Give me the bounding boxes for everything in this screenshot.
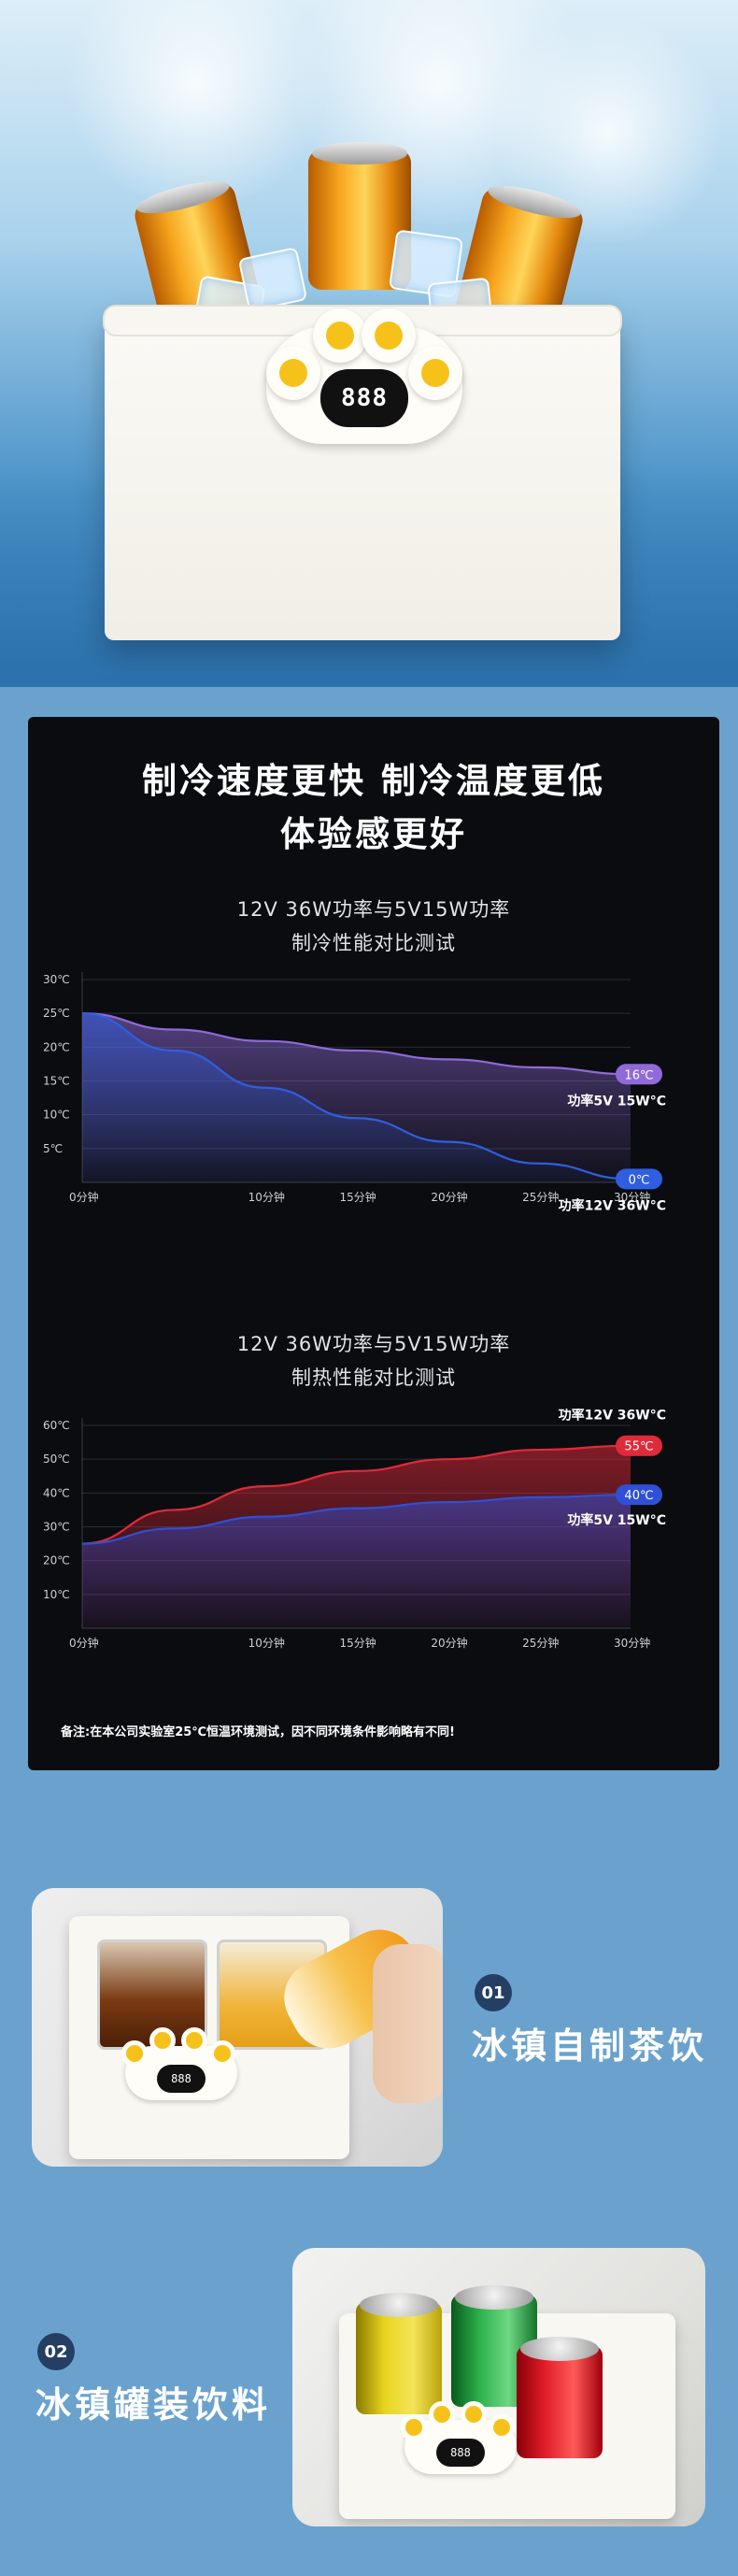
chart-title: 12V 36W功率与5V15W功率	[236, 898, 511, 921]
ice-cube	[237, 246, 308, 313]
paw-button[interactable]	[408, 346, 462, 400]
series-name: 功率5V 15W°C	[567, 1512, 666, 1528]
series-end-badge	[616, 1064, 662, 1085]
x-tick-label: 30分钟	[614, 1636, 650, 1650]
feature-photo-tea: 888	[32, 1888, 443, 2167]
paw-button[interactable]	[266, 346, 320, 400]
x-tick-label: 15分钟	[340, 1636, 376, 1650]
series-end-value: 16℃	[624, 1068, 653, 1082]
series-area	[82, 1495, 631, 1628]
y-tick-label: 10℃	[43, 1588, 70, 1601]
feature-label: 冰镇自制茶饮	[472, 2025, 708, 2067]
x-tick-label: 25分钟	[522, 1190, 559, 1204]
cooling-chart: 5℃ 10℃ 15℃ 20℃ 25℃ 30℃ 0分钟 10分钟 15分钟 20分钟 25分钟 30分钟…	[43, 972, 666, 1213]
drink-can	[517, 2337, 603, 2458]
y-tick-label: 15℃	[43, 1075, 70, 1088]
series-line	[81, 1494, 632, 1545]
series-end-value: 40℃	[624, 1489, 653, 1503]
x-tick-label: 20分钟	[431, 1636, 467, 1650]
x-tick-label: 10分钟	[248, 1190, 285, 1204]
chart-title: 12V 36W功率与5V15W功率	[236, 1333, 511, 1355]
chart-subtitle: 制冷性能对比测试	[291, 932, 456, 954]
series-end-value: 55℃	[624, 1440, 653, 1454]
y-tick-label: 25℃	[43, 1007, 70, 1020]
y-tick-label: 30℃	[43, 1521, 70, 1534]
y-tick-label: 60℃	[43, 1419, 70, 1432]
chart-subtitle: 制热性能对比测试	[291, 1367, 456, 1389]
y-tick-label: 5℃	[43, 1142, 63, 1155]
x-tick-label: 15分钟	[340, 1190, 376, 1204]
feature-photo-cans: 888	[292, 2248, 705, 2526]
paw-control-panel: 888	[266, 308, 462, 444]
feature-number-badge: 02	[37, 2333, 75, 2370]
y-tick-label: 10℃	[43, 1109, 70, 1122]
x-tick-label: 0分钟	[69, 1636, 99, 1650]
series-end-value: 0℃	[629, 1173, 650, 1187]
x-tick-label: 10分钟	[248, 1636, 285, 1650]
panel-headline: 体验感更好	[280, 814, 467, 854]
heating-chart: 10℃ 20℃ 30℃ 40℃ 50℃ 60℃ 0分钟 10分钟 15分钟 20分钟 25分钟 30分…	[43, 1409, 666, 1650]
y-tick-label: 50℃	[43, 1453, 70, 1466]
paw-button[interactable]	[362, 308, 416, 363]
hero-product-image: 888	[0, 0, 738, 687]
series-area	[82, 1013, 631, 1182]
series-end-badge	[616, 1484, 662, 1506]
feature-number-badge: 01	[475, 1974, 512, 2011]
paw-control-panel: 888	[121, 2027, 237, 2100]
x-tick-label: 25分钟	[522, 1636, 559, 1650]
y-tick-label: 20℃	[43, 1040, 70, 1053]
comparison-panel: 制冷速度更快 制冷温度更低 体验感更好 12V 36W功率与5V15W功率 制冷…	[28, 717, 719, 1770]
series-end-badge	[616, 1435, 662, 1456]
temperature-display: 888	[436, 2439, 485, 2467]
series-line	[81, 1012, 632, 1076]
series-name: 功率12V 36W°C	[559, 1197, 666, 1213]
series-name: 功率5V 15W°C	[567, 1093, 666, 1109]
hand	[373, 1944, 443, 2103]
series-line	[81, 1444, 632, 1545]
panel-headline: 制冷速度更快 制冷温度更低	[142, 761, 605, 801]
paw-control-panel: 888	[401, 2401, 517, 2474]
drink-can	[356, 2293, 442, 2414]
y-tick-label: 20℃	[43, 1554, 70, 1567]
y-tick-label: 30℃	[43, 973, 70, 986]
paw-button[interactable]	[313, 308, 367, 363]
test-note: 备注:在本公司实验室25℃恒温环境测试，因不同环境条件影响略有不同!	[61, 1725, 455, 1739]
series-name: 功率12V 36W°C	[559, 1409, 666, 1424]
temperature-display: 888	[320, 369, 408, 427]
x-tick-label: 0分钟	[69, 1190, 99, 1204]
x-tick-label: 30分钟	[614, 1190, 650, 1204]
y-tick-label: 40℃	[43, 1486, 70, 1499]
series-end-badge	[616, 1168, 662, 1190]
series-line	[81, 1012, 632, 1181]
x-tick-label: 20分钟	[431, 1190, 467, 1204]
feature-label: 冰镇罐装饮料	[35, 2384, 272, 2426]
temperature-display: 888	[157, 2065, 206, 2093]
